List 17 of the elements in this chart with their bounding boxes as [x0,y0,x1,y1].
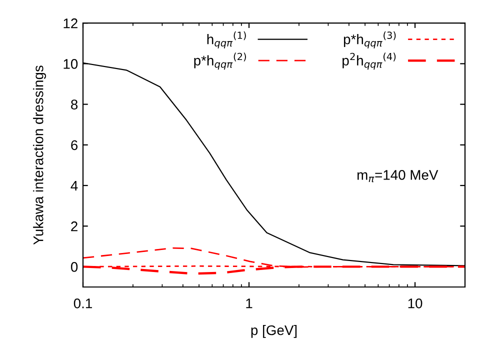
x-tick-label: 10 [408,298,422,308]
y-tick-label: 8 [71,100,78,110]
x-tick-label: 0.1 [74,298,92,308]
y-tick-label: 2 [71,221,78,232]
x-axis-title: p [GeV] [251,324,297,338]
y-tick-label: 12 [64,18,78,28]
y-tick-label: 4 [70,180,78,191]
legend-label: h$_{qqπ}$$^{(1)}$ [207,31,246,48]
legend-label: p*h$_{qqπ}$$^{(2)}$ [194,52,246,70]
x-tick-label: 1 [246,298,252,308]
legend-label: p$^{2}$h$_{qqπ}$$^{(4)}$ [342,52,396,70]
annotation: m$_{π}$=140 MeV [358,170,438,182]
legend-label: p*h$_{qqπ}$$^{(3)}$ [344,31,396,48]
y-tick-label: 0 [70,262,78,272]
y-tick-label: 6 [71,140,78,150]
y-tick-label: 10 [64,59,78,69]
y-axis-title: Yukawa interaction dressings [33,66,46,245]
